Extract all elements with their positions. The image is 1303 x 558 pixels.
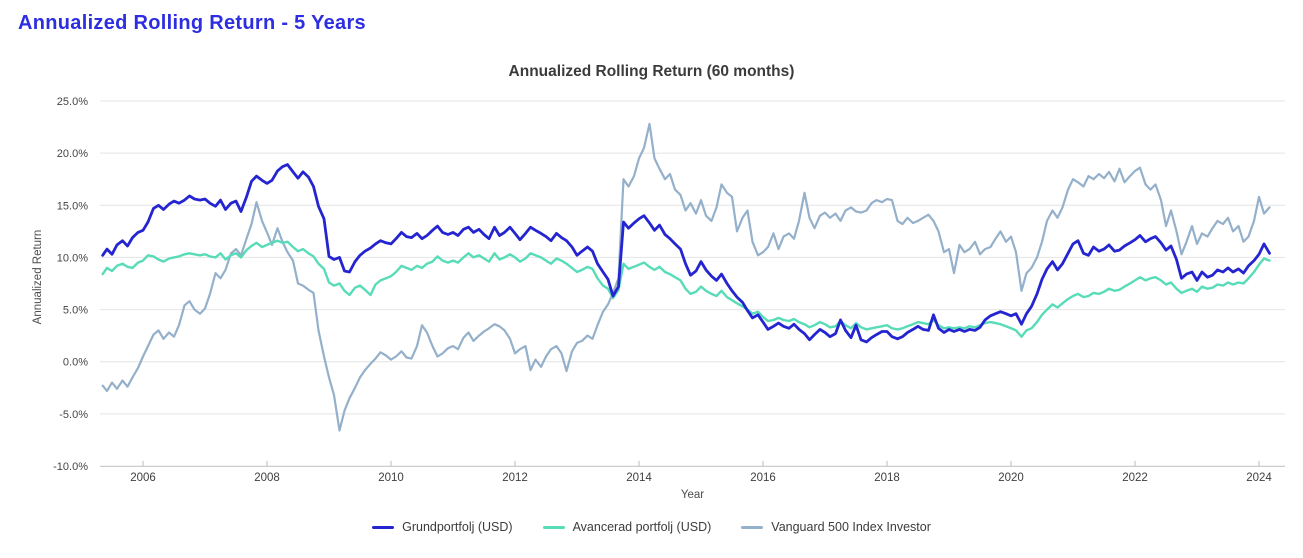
- chart-title: Annualized Rolling Return (60 months): [508, 63, 795, 80]
- legend-item-avancerad[interactable]: Avancerad portfolj (USD): [542, 520, 712, 534]
- svg-text:2008: 2008: [254, 472, 280, 484]
- x-axis-title: Year: [680, 489, 705, 501]
- page-title: Annualized Rolling Return - 5 Years: [18, 12, 366, 34]
- svg-text:15.0%: 15.0%: [57, 200, 88, 212]
- legend-label: Grundportfolj (USD): [402, 520, 513, 534]
- svg-text:2022: 2022: [1122, 472, 1148, 484]
- svg-text:2006: 2006: [130, 472, 156, 484]
- legend-item-vanguard[interactable]: Vanguard 500 Index Investor: [741, 520, 931, 534]
- svg-text:10.0%: 10.0%: [57, 252, 88, 264]
- chart-legend: Grundportfolj (USD) Avancerad portfolj (…: [0, 520, 1303, 534]
- svg-text:-5.0%: -5.0%: [59, 409, 88, 421]
- legend-item-grundportfolj[interactable]: Grundportfolj (USD): [372, 520, 513, 534]
- svg-text:2012: 2012: [502, 472, 528, 484]
- legend-label: Vanguard 500 Index Investor: [771, 520, 931, 534]
- svg-text:2014: 2014: [626, 472, 652, 484]
- line-swatch-icon: [372, 525, 395, 529]
- svg-text:5.0%: 5.0%: [63, 305, 88, 317]
- svg-text:-10.0%: -10.0%: [53, 461, 88, 473]
- svg-text:20.0%: 20.0%: [57, 148, 88, 160]
- line-swatch-icon: [741, 525, 764, 529]
- svg-text:2020: 2020: [998, 472, 1024, 484]
- legend-label: Avancerad portfolj (USD): [572, 520, 712, 534]
- svg-text:2010: 2010: [378, 472, 404, 484]
- svg-text:2016: 2016: [750, 472, 776, 484]
- svg-text:25.0%: 25.0%: [57, 96, 88, 108]
- line-swatch-icon: [542, 525, 565, 529]
- svg-text:2018: 2018: [874, 472, 900, 484]
- svg-text:0.0%: 0.0%: [63, 357, 88, 369]
- y-axis-title: Annualized Return: [32, 229, 44, 325]
- svg-text:2024: 2024: [1246, 472, 1272, 484]
